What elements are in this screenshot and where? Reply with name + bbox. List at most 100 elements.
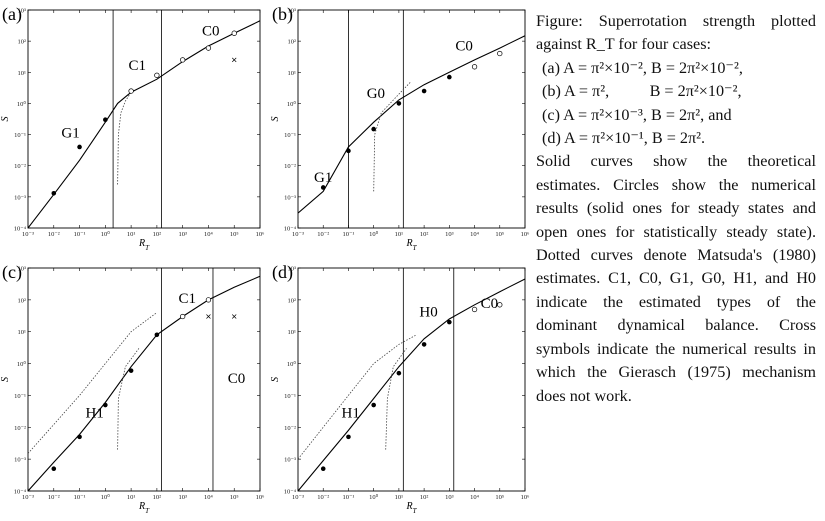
x-tick-label: 10³ bbox=[445, 231, 454, 238]
theory-curve bbox=[28, 275, 260, 491]
x-tick-label: 10¹ bbox=[395, 494, 404, 501]
x-tick-label: 10⁻² bbox=[317, 494, 329, 501]
solid-point bbox=[77, 434, 82, 440]
plot-frame bbox=[27, 267, 261, 492]
regime-label: C0 bbox=[481, 296, 499, 312]
x-tick-label: 10⁵ bbox=[495, 494, 504, 501]
x-axis-label: RT bbox=[138, 501, 150, 513]
panel-label: (d) bbox=[272, 262, 293, 283]
open-point bbox=[231, 30, 237, 36]
y-tick-label: 10² bbox=[18, 39, 27, 46]
solid-point bbox=[154, 332, 160, 338]
y-tick-label: 10³ bbox=[18, 8, 27, 15]
y-axis-label: S bbox=[0, 377, 11, 382]
y-tick-label: 10⁻⁴ bbox=[284, 489, 297, 496]
figure-caption: Figure: Superrotation strength plotted a… bbox=[536, 10, 816, 408]
solid-point bbox=[51, 191, 57, 196]
caption-case-a: (a) A = π²×10⁻², B = 2π²×10⁻², bbox=[542, 58, 743, 77]
x-axis-label: RT bbox=[405, 238, 417, 250]
solid-point bbox=[320, 185, 326, 190]
panel-label: (c) bbox=[2, 262, 22, 283]
solid-point bbox=[396, 101, 402, 106]
solid-point bbox=[421, 342, 427, 347]
x-tick-label: 10⁻² bbox=[317, 231, 329, 238]
x-tick-label: 10¹ bbox=[127, 231, 136, 238]
regime-label: C0 bbox=[202, 24, 220, 40]
open-point bbox=[180, 57, 186, 63]
y-tick-label: 10² bbox=[288, 297, 297, 304]
y-tick-label: 10¹ bbox=[18, 329, 27, 336]
y-axis-label: S bbox=[270, 377, 281, 382]
open-point bbox=[471, 64, 478, 70]
y-tick-label: 10² bbox=[18, 297, 27, 304]
x-tick-label: 10⁻³ bbox=[292, 231, 304, 238]
y-tick-label: 10⁻² bbox=[14, 163, 26, 170]
solid-point bbox=[77, 144, 82, 150]
solid-point bbox=[346, 434, 351, 440]
y-tick-label: 10³ bbox=[288, 266, 297, 273]
plot-frame bbox=[297, 267, 526, 492]
x-tick-label: 10⁴ bbox=[470, 231, 480, 238]
x-tick-label: 10⁻³ bbox=[292, 494, 304, 501]
y-tick-label: 10⁻³ bbox=[14, 457, 26, 464]
open-point bbox=[154, 72, 160, 78]
caption-case-b: (b) A = π², B = 2π²×10⁻², bbox=[542, 82, 742, 101]
x-tick-label: 10³ bbox=[178, 231, 187, 238]
y-tick-label: 10⁻¹ bbox=[14, 132, 26, 139]
regime-label: G1 bbox=[61, 126, 79, 142]
matsuda-curve bbox=[298, 334, 417, 460]
y-tick-label: 10⁻¹ bbox=[14, 393, 26, 400]
panel-a-svg: 10⁻³ 10⁻² 10⁻¹ 10⁰ 10¹ 10² 10³ 10⁴ 10⁵ 10⁶ 10³ 10² 1… bbox=[0, 4, 264, 250]
panel-b-svg: 10⁻³ 10⁻² 10⁻¹ 10⁰ 10¹ 10² 10³ 10⁴ 10⁵ 10⁶ 10³ 10² 1… bbox=[270, 4, 530, 250]
x-tick-label: 10⁴ bbox=[204, 494, 214, 501]
x-tick-label: 10⁻² bbox=[48, 231, 60, 238]
solid-point bbox=[371, 402, 376, 408]
y-tick-label: 10⁰ bbox=[17, 360, 27, 368]
solid-point bbox=[396, 370, 402, 376]
x-tick-label: 10⁶ bbox=[521, 231, 530, 238]
y-tick-label: 10¹ bbox=[288, 329, 297, 336]
x-tick-label: 10⁴ bbox=[204, 231, 214, 238]
y-tick-label: 10¹ bbox=[288, 70, 297, 77]
matsuda-curve-branch bbox=[117, 348, 140, 450]
y-tick-label: 10⁻³ bbox=[284, 457, 296, 464]
panel-label: (a) bbox=[2, 4, 22, 25]
y-tick-label: 10⁻³ bbox=[14, 194, 26, 201]
open-point bbox=[205, 45, 212, 51]
matsuda-curve bbox=[28, 312, 158, 454]
y-tick-label: 10⁰ bbox=[287, 360, 297, 368]
matsuda-curve bbox=[373, 81, 412, 192]
y-axis-label: S bbox=[0, 117, 11, 122]
theory-curve bbox=[28, 20, 260, 228]
y-tick-label: 10⁻⁴ bbox=[14, 489, 27, 496]
x-tick-label: 10⁻¹ bbox=[74, 494, 86, 501]
plot-area bbox=[28, 20, 260, 228]
x-axis-label: RT bbox=[138, 238, 150, 250]
open-point bbox=[497, 302, 503, 308]
plot-area bbox=[298, 35, 525, 214]
solid-point bbox=[421, 88, 427, 94]
regime-label: H0 bbox=[419, 305, 437, 321]
caption-body: Solid curves show the theoretical estima… bbox=[536, 152, 816, 405]
panel-label: (b) bbox=[272, 4, 293, 25]
solid-point bbox=[371, 126, 376, 132]
solid-point bbox=[51, 466, 57, 472]
y-tick-label: 10⁰ bbox=[17, 100, 27, 108]
cross-point bbox=[206, 314, 211, 319]
x-tick-label: 10⁴ bbox=[470, 494, 480, 501]
regime-label: C1 bbox=[129, 58, 147, 74]
matsuda-curve bbox=[117, 91, 132, 185]
x-tick-label: 10⁰ bbox=[369, 493, 379, 501]
y-tick-label: 10⁻¹ bbox=[284, 132, 296, 139]
x-tick-label: 10⁻³ bbox=[22, 231, 34, 238]
regime-label: H1 bbox=[86, 406, 104, 422]
x-tick-label: 10⁻³ bbox=[22, 494, 34, 501]
y-tick-label: 10⁻⁴ bbox=[14, 226, 27, 233]
theory-curve bbox=[298, 35, 525, 214]
plot-frame bbox=[27, 9, 261, 229]
x-tick-label: 10⁵ bbox=[230, 231, 239, 238]
cross-point bbox=[231, 314, 237, 319]
panel-a-chart: 10⁻³ 10⁻² 10⁻¹ 10⁰ 10¹ 10² 10³ 10⁴ 10⁵ 10⁶ 10³ 10² 1… bbox=[0, 0, 265, 250]
solid-point bbox=[103, 402, 108, 408]
y-tick-label: 10⁻² bbox=[284, 163, 296, 170]
